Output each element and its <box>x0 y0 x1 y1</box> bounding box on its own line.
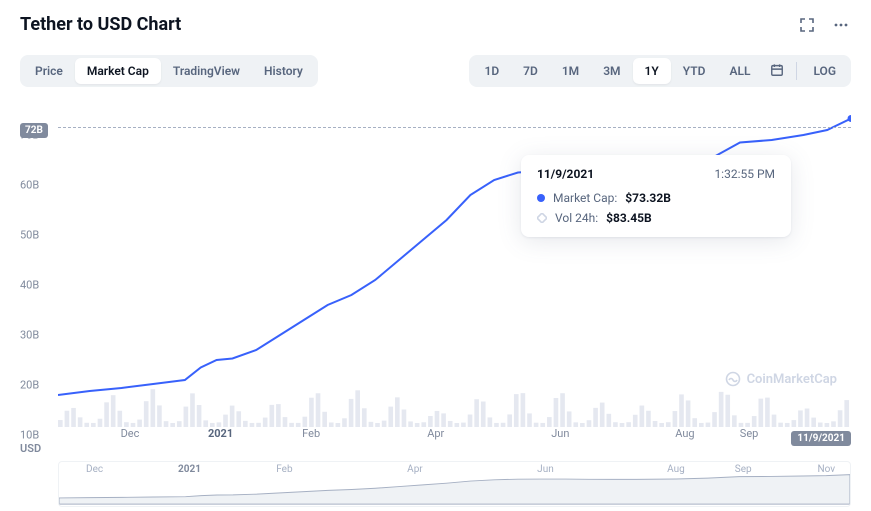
watermark: CoinMarketCap <box>725 371 837 387</box>
ytick-label: 30B <box>20 329 39 342</box>
tab-price[interactable]: Price <box>23 58 75 84</box>
chart-type-tabs: PriceMarket CapTradingViewHistory <box>20 55 318 87</box>
xtick-label: 2021 <box>208 427 233 440</box>
chart-tooltip: 11/9/2021 1:32:55 PM Market Cap: $73.32B… <box>521 155 791 237</box>
tooltip-row: Vol 24h: $83.45B <box>537 211 775 225</box>
tooltip-row: Market Cap: $73.32B <box>537 191 775 205</box>
ytick-label: 10B <box>20 429 39 442</box>
y-highlight-badge: 72B <box>20 123 48 138</box>
xtick-label: Apr <box>427 427 444 440</box>
xtick-label: Sep <box>740 427 759 440</box>
tooltip-time: 1:32:55 PM <box>714 167 775 181</box>
chart-main[interactable]: 10B20B30B40B50B60B70B 72B USD 11/9/2021 … <box>20 105 851 455</box>
ytick-label: 40B <box>20 279 39 292</box>
range-7d[interactable]: 7D <box>511 58 550 84</box>
range-1m[interactable]: 1M <box>550 58 591 84</box>
tab-history[interactable]: History <box>252 58 315 84</box>
logo-icon <box>725 371 741 387</box>
xtick-label: Feb <box>302 427 320 440</box>
time-range-tabs: 1D7D1M3M1YYTDALL LOG <box>469 55 851 87</box>
range-ytd[interactable]: YTD <box>671 58 718 84</box>
scale-log-button[interactable]: LOG <box>801 58 848 84</box>
xtick-label: Jun <box>551 427 569 440</box>
chart-minimap[interactable]: Dec 2021 Feb Apr Jun Aug Sep Nov <box>58 461 851 507</box>
mini-xtick-label: Dec <box>86 464 103 475</box>
tooltip-date: 11/9/2021 <box>537 167 594 181</box>
chart-xaxis: Dec 2021 Feb Apr Jun Aug Sep <box>96 427 851 445</box>
ytick-label: 50B <box>20 229 39 242</box>
mini-xtick-label: 2021 <box>178 464 201 475</box>
range-1y[interactable]: 1Y <box>633 58 671 84</box>
range-3m[interactable]: 3M <box>591 58 632 84</box>
currency-label: USD <box>20 442 41 455</box>
highlight-dashline <box>58 127 851 128</box>
range-all[interactable]: ALL <box>717 58 762 84</box>
range-1d[interactable]: 1D <box>472 58 511 84</box>
minimap-xaxis: Dec 2021 Feb Apr Jun Aug Sep Nov <box>59 464 850 478</box>
xtick-label: Aug <box>675 427 694 440</box>
fullscreen-icon[interactable] <box>797 15 817 35</box>
mini-xtick-label: Apr <box>407 464 423 475</box>
chart-yaxis: 10B20B30B40B50B60B70B <box>20 105 56 445</box>
xtick-label: Dec <box>121 427 140 440</box>
mini-xtick-label: Aug <box>667 464 685 475</box>
tab-market-cap[interactable]: Market Cap <box>75 58 161 84</box>
more-icon[interactable] <box>831 15 851 35</box>
tab-tradingview[interactable]: TradingView <box>161 58 252 84</box>
divider <box>796 62 797 80</box>
page-title: Tether to USD Chart <box>20 14 181 35</box>
mini-xtick-label: Feb <box>276 464 292 475</box>
mini-xtick-label: Sep <box>735 464 752 475</box>
mini-xtick-label: Nov <box>817 464 835 475</box>
x-date-badge: 11/9/2021 <box>791 431 851 446</box>
mini-xtick-label: Jun <box>537 464 554 475</box>
calendar-icon[interactable] <box>762 59 792 84</box>
ytick-label: 60B <box>20 179 39 192</box>
ytick-label: 20B <box>20 379 39 392</box>
